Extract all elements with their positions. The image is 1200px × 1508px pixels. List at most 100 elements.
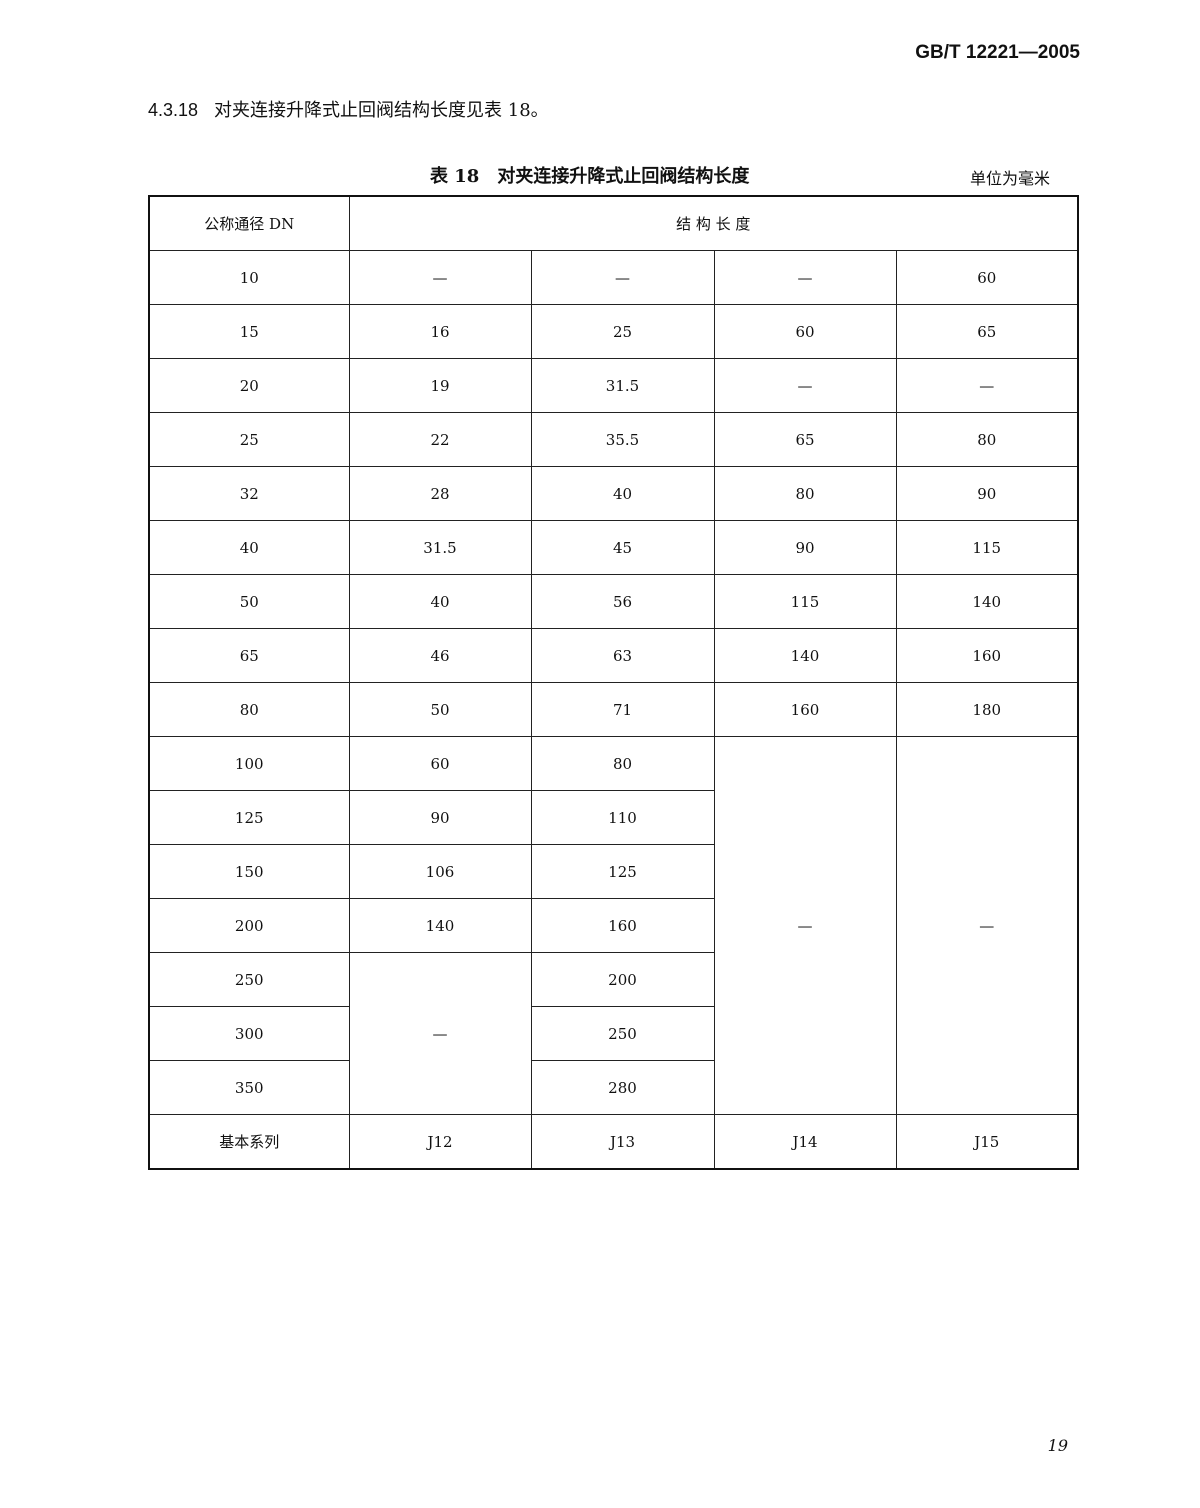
dn-cell: 300 <box>148 1006 350 1061</box>
length-cell: 50 <box>348 682 532 737</box>
length-cell: 160 <box>530 898 715 953</box>
table-row: 32 28 40 80 90 <box>148 466 1079 521</box>
length-cell: 160 <box>895 628 1079 683</box>
table-row: 20 19 31.5— — <box>148 358 1079 413</box>
length-cell: 19 <box>348 358 532 413</box>
length-cell: 110 <box>530 790 715 845</box>
dn-cell: 20 <box>148 358 350 413</box>
length-cell: 63 <box>530 628 715 683</box>
length-cell: 60 <box>348 736 532 791</box>
length-cell: 160 <box>713 682 897 737</box>
table-row: 50 40 56 115 140 <box>148 574 1079 629</box>
table-row: 65 46 63 140 160 <box>148 628 1079 683</box>
length-cell: 71 <box>530 682 715 737</box>
table-row: 250—200 <box>148 952 1078 1115</box>
length-cell: — <box>713 358 897 413</box>
dn-cell: 100 <box>148 736 350 791</box>
length-cell: 65 <box>895 304 1079 359</box>
length-cell: 35.5 <box>530 412 715 467</box>
length-cell: 106 <box>348 844 532 899</box>
length-cell: 16 <box>348 304 532 359</box>
length-cell: 31.5 <box>348 520 532 575</box>
length-cell: 90 <box>895 466 1079 521</box>
length-cell: 56 <box>530 574 715 629</box>
length-cell: 31.5 <box>530 358 715 413</box>
length-cell: 90 <box>348 790 532 845</box>
header-length: 结 构 长 度 <box>348 195 1079 251</box>
length-cell: 140 <box>348 898 532 953</box>
length-cell: — <box>713 736 897 1115</box>
length-cell: — <box>530 250 715 305</box>
length-cell: J13 <box>530 1114 715 1170</box>
length-cell: 140 <box>713 628 897 683</box>
length-cell: J15 <box>895 1114 1079 1170</box>
dn-cell: 200 <box>148 898 350 953</box>
length-cell: — <box>348 952 532 1115</box>
dn-cell: 250 <box>148 952 350 1007</box>
length-cell: 200 <box>530 952 715 1007</box>
table-row: 15 16 25 60 65 <box>148 304 1079 359</box>
length-cell: 80 <box>530 736 715 791</box>
table-title: 对夹连接升降式止回阀结构长度 <box>497 166 750 187</box>
page-number: 19 <box>1047 1436 1068 1455</box>
length-cell: 25 <box>530 304 715 359</box>
header-dn: 公称通径 DN <box>148 195 350 251</box>
clause-text: 4.3.18 对夹连接升降式止回阀结构长度见表 18。 <box>148 96 549 122</box>
length-cell: 45 <box>530 520 715 575</box>
length-cell: 40 <box>530 466 715 521</box>
table-number: 表 18 <box>430 166 480 187</box>
length-cell: J12 <box>348 1114 532 1170</box>
length-cell: 28 <box>348 466 532 521</box>
dn-cell: 基本系列 <box>148 1114 350 1170</box>
length-cell: 280 <box>530 1060 715 1115</box>
table-row: 200 140 160 <box>148 898 1078 953</box>
length-cell: — <box>713 250 897 305</box>
dn-cell: 15 <box>148 304 350 359</box>
length-cell: 115 <box>713 574 897 629</box>
length-cell: 80 <box>713 466 897 521</box>
dn-cell: 80 <box>148 682 350 737</box>
length-cell: 180 <box>895 682 1079 737</box>
table-row: 125 90 110 <box>148 790 1078 845</box>
length-cell: 90 <box>713 520 897 575</box>
clause-body: 对夹连接升降式止回阀结构长度见表 18。 <box>214 100 549 121</box>
length-table: 公称通径 DN 结 构 长 度 10— — —60 15 16 25 60 65 20 19 31.… <box>148 195 1079 1170</box>
length-cell: 60 <box>895 250 1079 305</box>
length-cell: 60 <box>713 304 897 359</box>
table-row: 100 60 80— — <box>148 736 1079 1115</box>
dn-cell: 125 <box>148 790 350 845</box>
table-row: 350 280 <box>148 1060 1078 1115</box>
table-row: 40 31.5 45 90 115 <box>148 520 1079 575</box>
length-cell: — <box>348 250 532 305</box>
length-cell: — <box>895 358 1079 413</box>
dn-cell: 32 <box>148 466 350 521</box>
length-cell: 125 <box>530 844 715 899</box>
dn-cell: 65 <box>148 628 350 683</box>
length-cell: 250 <box>530 1006 715 1061</box>
table-caption: 表 18 对夹连接升降式止回阀结构长度 <box>430 162 749 188</box>
length-cell: J14 <box>713 1114 897 1170</box>
dn-cell: 350 <box>148 1060 350 1115</box>
table-row: 基本系列 J12 J13 J14 J15 <box>148 1114 1079 1170</box>
table-unit: 单位为毫米 <box>970 169 1051 188</box>
dn-cell: 150 <box>148 844 350 899</box>
length-cell: 115 <box>895 520 1079 575</box>
table-row: 150 106 125 <box>148 844 1078 899</box>
length-cell: 46 <box>348 628 532 683</box>
header-length-text: 结 构 长 度 <box>676 215 751 233</box>
length-cell: — <box>895 736 1079 1115</box>
table-header-row: 公称通径 DN 结 构 长 度 <box>148 195 1079 251</box>
length-cell: 40 <box>348 574 532 629</box>
length-cell: 140 <box>895 574 1079 629</box>
table-row: 25 22 35.5 65 80 <box>148 412 1079 467</box>
table-row: 80 50 71 160 180 <box>148 682 1079 737</box>
length-cell: 22 <box>348 412 532 467</box>
dn-cell: 40 <box>148 520 350 575</box>
dn-cell: 50 <box>148 574 350 629</box>
dn-cell: 10 <box>148 250 350 305</box>
length-cell: 80 <box>895 412 1079 467</box>
length-cell: 65 <box>713 412 897 467</box>
table-row: 300 250 <box>148 1006 1078 1061</box>
standard-number: GB/T 12221—2005 <box>915 42 1080 63</box>
dn-cell: 25 <box>148 412 350 467</box>
